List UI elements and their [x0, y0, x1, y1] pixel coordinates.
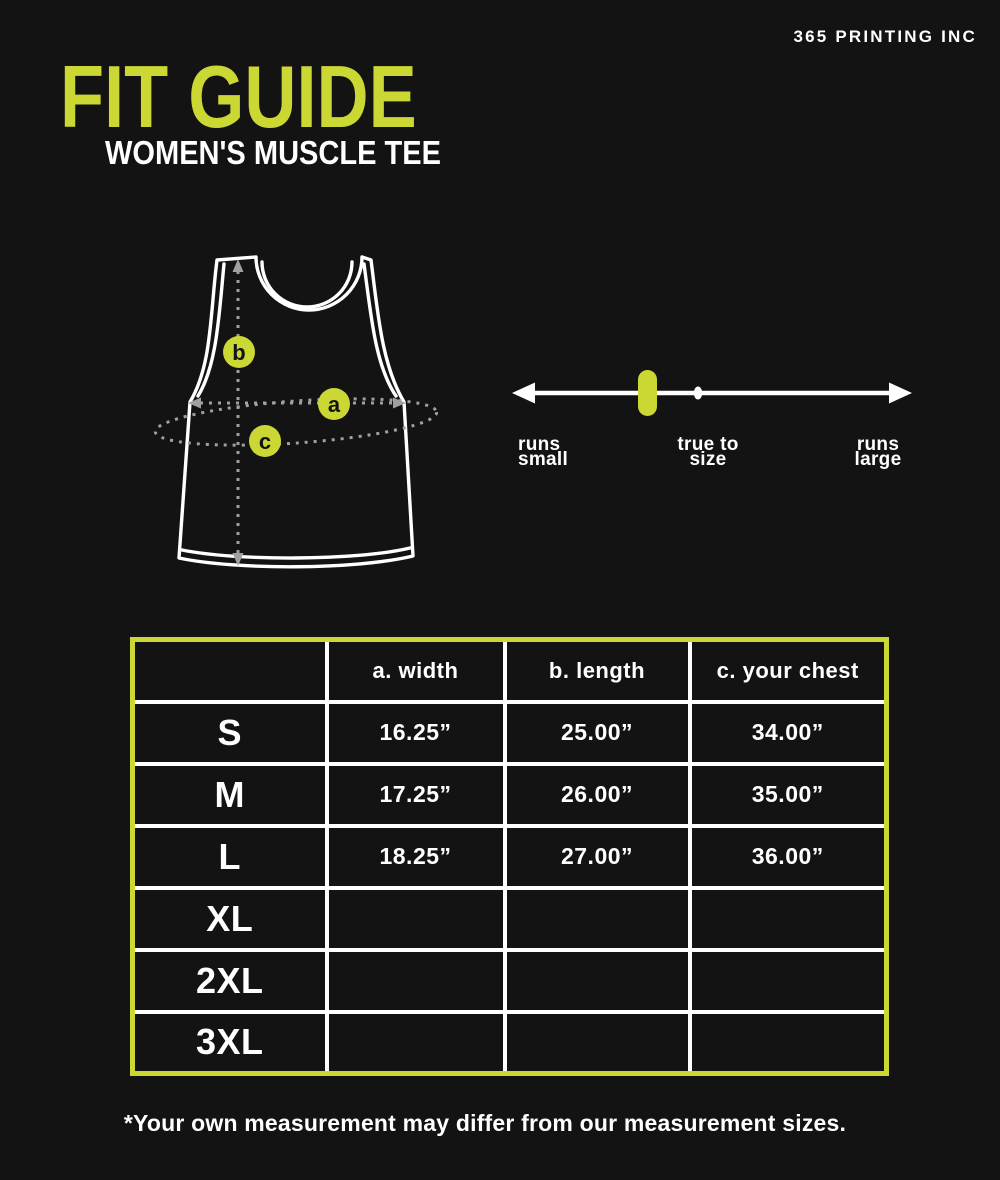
size-label: M	[130, 761, 329, 828]
header-length: b. length	[502, 637, 692, 704]
footnote: *Your own measurement may differ from ou…	[123, 1110, 847, 1136]
header-chest: c. your chest	[687, 637, 889, 704]
chest-value	[687, 947, 889, 1014]
length-value	[502, 947, 692, 1014]
marker-c-circle	[249, 425, 281, 457]
arrow-right-icon	[393, 397, 406, 409]
table-row: XL	[130, 885, 889, 952]
tee-outline-icon	[177, 255, 415, 569]
size-label: 2XL	[130, 947, 329, 1014]
size-label: 3XL	[130, 1009, 329, 1076]
measurement-dotted-lines	[153, 271, 439, 554]
width-value: 18.25”	[324, 823, 507, 890]
size-label: S	[130, 699, 329, 766]
length-value: 25.00”	[502, 699, 692, 766]
length-value: 26.00”	[502, 761, 692, 828]
marker-b-letter: b	[232, 340, 245, 365]
arrow-up-icon	[232, 259, 244, 272]
chest-value: 36.00”	[687, 823, 889, 890]
length-value	[502, 885, 692, 952]
size-label: L	[130, 823, 329, 890]
table-row: L 18.25” 27.00” 36.00”	[130, 823, 889, 890]
marker-a-letter: a	[328, 392, 341, 417]
scale-label-runs-small: runs small	[518, 434, 569, 470]
table-row: M 17.25” 26.00” 35.00”	[130, 761, 889, 828]
width-value	[324, 1009, 507, 1076]
header-width: a. width	[324, 637, 507, 704]
length-value	[502, 1009, 692, 1076]
table-row: 3XL	[130, 1009, 889, 1076]
table-header-row: a. width b. length c. your chest	[130, 637, 889, 704]
page-subtitle: WOMEN'S MUSCLE TEE	[105, 134, 442, 171]
measure-markers: b a c	[223, 336, 350, 457]
width-value	[324, 885, 507, 952]
table-row: S 16.25” 25.00” 34.00”	[130, 699, 889, 766]
marker-c-letter: c	[259, 429, 271, 454]
length-value: 27.00”	[502, 823, 692, 890]
scale-label-runs-large: runs large	[854, 434, 902, 470]
arrow-left-icon	[188, 397, 201, 409]
header-empty	[130, 637, 329, 704]
width-value: 17.25”	[324, 761, 507, 828]
size-label: XL	[130, 885, 329, 952]
page-title: FIT GUIDE	[60, 47, 417, 146]
scale-arrow-left-icon	[512, 382, 535, 404]
width-value	[324, 947, 507, 1014]
scale-arrow-right-icon	[889, 382, 912, 404]
size-chart-table: a. width b. length c. your chest S 16.25…	[130, 637, 889, 1076]
scale-label-true-to-size: true to size	[677, 434, 739, 470]
brand-text: 365 PRINTING INC	[793, 27, 977, 46]
true-to-size-tick	[693, 386, 703, 400]
chest-value	[687, 1009, 889, 1076]
fit-indicator-slider	[638, 370, 657, 416]
table-row: 2XL	[130, 947, 889, 1014]
chest-value: 34.00”	[687, 699, 889, 766]
arrow-down-icon	[232, 553, 244, 566]
fit-scale	[512, 370, 912, 416]
muscle-tee-diagram: b a c	[153, 255, 439, 569]
measurement-arrowheads	[188, 259, 406, 566]
chest-value	[687, 885, 889, 952]
chest-ellipse	[153, 397, 439, 447]
width-value: 16.25”	[324, 699, 507, 766]
marker-a-circle	[318, 388, 350, 420]
marker-b-circle	[223, 336, 255, 368]
chest-value: 35.00”	[687, 761, 889, 828]
